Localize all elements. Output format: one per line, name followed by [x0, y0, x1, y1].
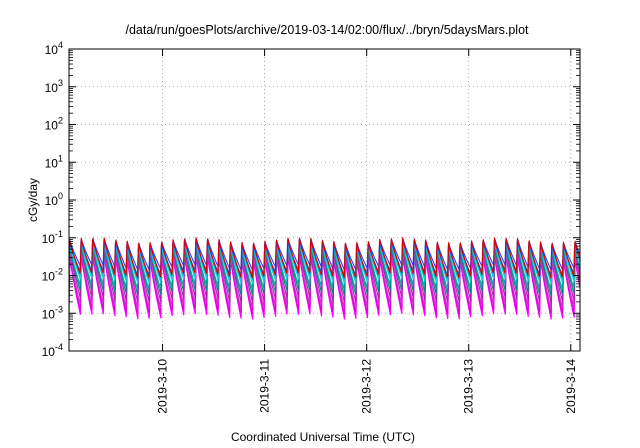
x-ticks: 2019-3-10 2019-3-11 2019-3-12 2019-3-13 2019…	[156, 49, 578, 414]
y-tick-label: 103	[45, 78, 63, 95]
y-tick-label: 100	[45, 191, 63, 208]
y-tick-label: 10-2	[42, 267, 63, 284]
y-axis-label: cGy/day	[26, 178, 40, 222]
y-tick-label: 10-4	[42, 342, 63, 359]
y-tick-label: 10-1	[42, 229, 63, 246]
y-tick-label: 101	[45, 153, 63, 170]
x-tick-label: 2019-3-12	[360, 359, 374, 414]
x-tick-label: 2019-3-10	[156, 359, 170, 414]
x-tick-label: 2019-3-11	[258, 359, 272, 413]
y-tick-label: 102	[45, 116, 63, 133]
y-ticks: 10-4 10-3 10-2 10-1 100 101 102 103 104	[42, 40, 580, 359]
series-line	[68, 237, 581, 279]
chart-title: /data/run/goesPlots/archive/2019-03-14/0…	[125, 23, 529, 37]
x-tick-label: 2019-3-13	[462, 359, 476, 414]
y-tick-label: 104	[45, 40, 63, 57]
x-axis-label: Coordinated Universal Time (UTC)	[231, 430, 415, 444]
y-tick-label: 10-3	[42, 304, 63, 321]
series-lines	[68, 237, 581, 320]
x-tick-label: 2019-3-14	[564, 359, 578, 414]
